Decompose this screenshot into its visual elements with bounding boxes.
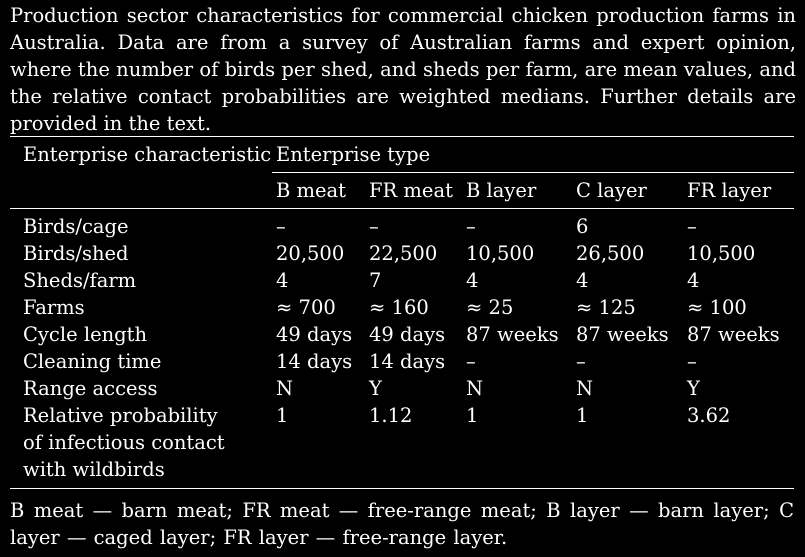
table-cell: ≈ 100 [687,296,747,319]
table-cell: ≈ 160 [369,296,429,319]
table-cell: N [576,377,594,400]
table-cell: 10,500 [466,242,535,265]
table-cell: Y [687,377,700,400]
type-header-fr-meat: FR meat [369,179,453,202]
table-cell: – [687,215,697,238]
type-header-b-layer: B layer [466,179,537,202]
table-footnote: B meat — barn meat; FR meat — free-range… [10,499,794,549]
row-label-birds-cage: Birds/cage [23,215,129,238]
table-cell: – [466,215,476,238]
table-cell: 4 [276,269,289,292]
table-cell: 22,500 [369,242,438,265]
table-cell: 87 weeks [576,323,669,346]
type-header-b-meat: B meat [276,179,347,202]
row-label-range-access: Range access [23,377,158,400]
table-cell: 3.62 [687,404,731,427]
row-label-relative-probability-line-2: of infectious contact [23,431,225,454]
row-label-relative-probability-line-1: Relative probability [23,404,218,427]
column-header-characteristic: Enterprise characteristic [23,143,272,166]
table-cell: 1.12 [369,404,413,427]
table-cell: – [466,350,476,373]
column-group-header-enterprise-type: Enterprise type [276,143,431,166]
table-cell: 1 [276,404,289,427]
table-cell: N [276,377,294,400]
table-cell: 6 [576,215,589,238]
header-subrule [272,172,794,173]
top-rule [10,136,794,137]
row-label-cleaning-time: Cleaning time [23,350,162,373]
table-caption: Production sector characteristics for co… [10,4,796,135]
type-header-fr-layer: FR layer [687,179,772,202]
table-cell: 87 weeks [466,323,559,346]
table-cell: – [576,350,586,373]
table-cell: 10,500 [687,242,756,265]
table-cell: 14 days [276,350,353,373]
row-label-birds-shed: Birds/shed [23,242,129,265]
type-header-c-layer: C layer [576,179,647,202]
row-label-cycle-length: Cycle length [23,323,148,346]
table-cell: 4 [466,269,479,292]
row-label-relative-probability-line-3: with wildbirds [23,458,165,481]
table-cell: N [466,377,484,400]
table-cell: – [687,350,697,373]
table-cell: Y [369,377,382,400]
table-cell: ≈ 125 [576,296,636,319]
table-cell: – [276,215,286,238]
table-cell: 49 days [369,323,446,346]
row-label-farms: Farms [23,296,85,319]
table-cell: 1 [576,404,589,427]
bottom-rule [10,488,794,489]
row-label-sheds-farm: Sheds/farm [23,269,137,292]
table-cell: 1 [466,404,479,427]
table-cell: 87 weeks [687,323,780,346]
table-cell: – [369,215,379,238]
table-cell: 20,500 [276,242,345,265]
table-cell: 7 [369,269,382,292]
header-bottom-rule [10,208,794,209]
table-cell: 4 [687,269,700,292]
table-cell: ≈ 25 [466,296,514,319]
table-cell: 14 days [369,350,446,373]
table-cell: 4 [576,269,589,292]
table-cell: 49 days [276,323,353,346]
table-cell: 26,500 [576,242,645,265]
table-cell: ≈ 700 [276,296,336,319]
